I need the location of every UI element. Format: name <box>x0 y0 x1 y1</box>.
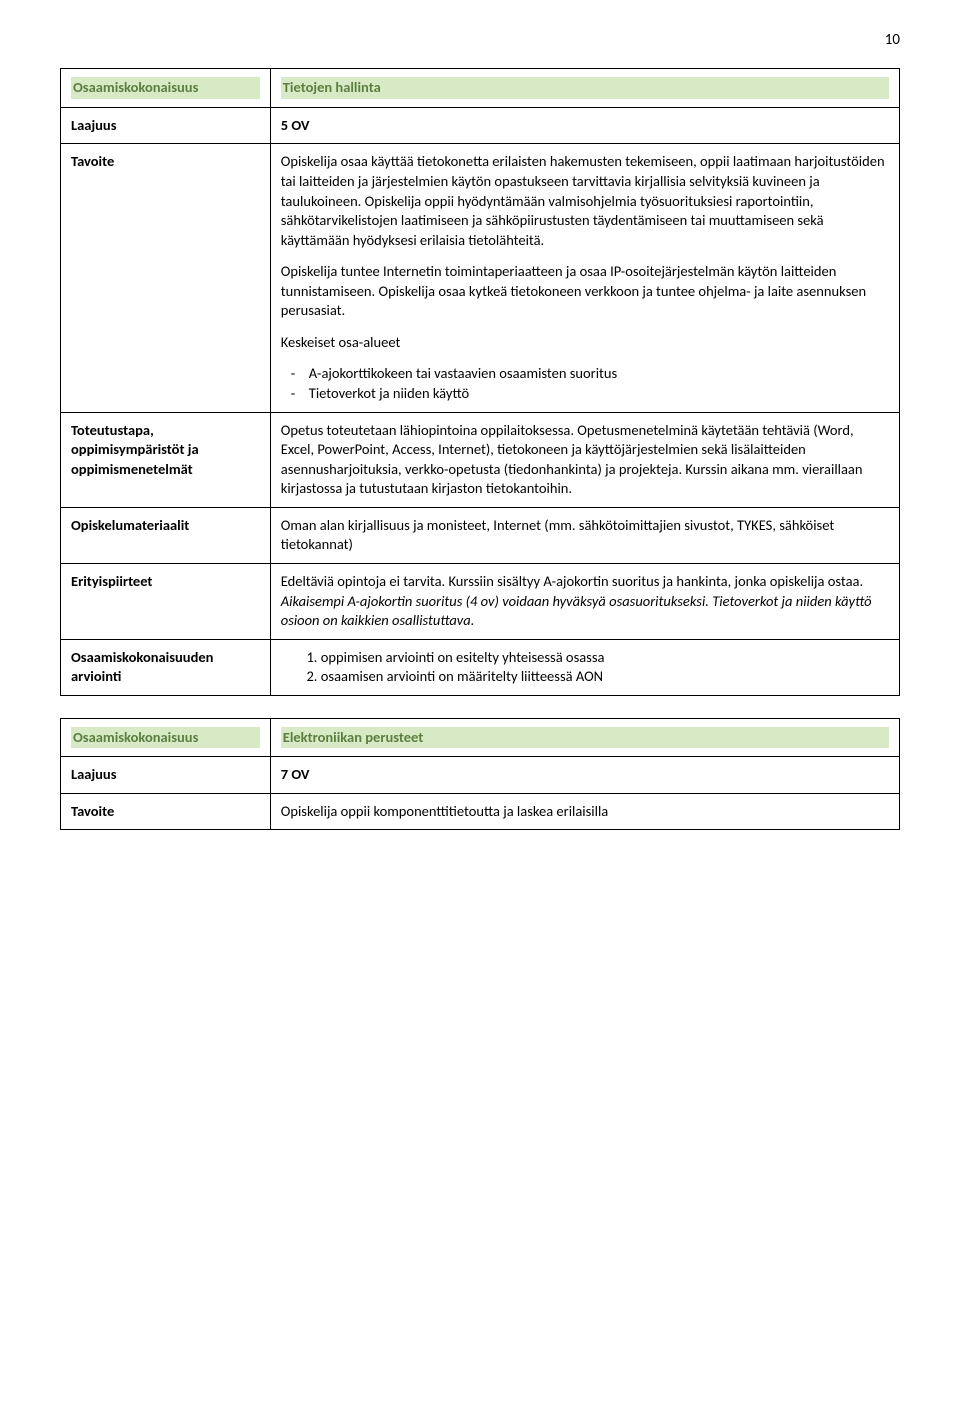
special-value: Edeltäviä opintoja ei tarvita. Kurssiin … <box>270 563 899 639</box>
special-italic-text: Aikaisempi A-ajokortin suoritus (4 ov) v… <box>281 592 872 630</box>
impl-label: Toteutustapa, oppimisympäristöt ja oppim… <box>61 412 271 507</box>
goal-content: Opiskelija osaa käyttää tietokonetta eri… <box>270 144 899 412</box>
assess-list: oppimisen arviointi on esitelty yhteises… <box>281 648 889 687</box>
course-table-tietojen-hallinta: Osaamiskokonaisuus Tietojen hallinta Laa… <box>60 68 900 696</box>
unit-label-text: Osaamiskokonaisuus <box>71 727 260 749</box>
goal-label-text: Tavoite <box>71 802 114 820</box>
goal-paragraph-1: Opiskelija osaa käyttää tietokonetta eri… <box>281 152 889 250</box>
scope-value: 5 OV <box>270 107 899 144</box>
scope-label-text: Laajuus <box>71 116 117 134</box>
scope-label-text: Laajuus <box>71 765 117 783</box>
goal-bullet-item: Tietoverkot ja niiden käyttö <box>309 384 889 404</box>
unit-value: Tietojen hallinta <box>270 69 899 108</box>
unit-label-text: Osaamiskokonaisuus <box>71 77 260 99</box>
goal-paragraph-2: Opiskelija tuntee Internetin toimintaper… <box>281 262 889 321</box>
unit-value-text: Elektroniikan perusteet <box>281 727 889 749</box>
scope-value-text: 7 OV <box>281 765 310 783</box>
goal-label: Tavoite <box>61 144 271 412</box>
scope-value-text: 5 OV <box>281 116 310 134</box>
unit-label: Osaamiskokonaisuus <box>61 69 271 108</box>
goal-paragraph-3: Keskeiset osa-alueet <box>281 333 889 353</box>
assess-list-item: oppimisen arviointi on esitelty yhteises… <box>321 648 889 668</box>
special-pre-text: Edeltäviä opintoja ei tarvita. Kurssiin … <box>281 572 863 590</box>
goal-label: Tavoite <box>61 793 271 830</box>
materials-label-text: Opiskelumateriaalit <box>71 516 189 534</box>
special-label-text: Erityispiirteet <box>71 572 152 590</box>
special-label: Erityispiirteet <box>61 563 271 639</box>
unit-value-text: Tietojen hallinta <box>281 77 889 99</box>
materials-value: Oman alan kirjallisuus ja monisteet, Int… <box>270 507 899 563</box>
course-table-elektroniikan-perusteet: Osaamiskokonaisuus Elektroniikan peruste… <box>60 718 900 831</box>
unit-value: Elektroniikan perusteet <box>270 718 899 757</box>
assess-label-text: Osaamiskokonaisuuden arviointi <box>71 648 213 686</box>
impl-value: Opetus toteutetaan lähiopintoina oppilai… <box>270 412 899 507</box>
materials-label: Opiskelumateriaalit <box>61 507 271 563</box>
page-number: 10 <box>60 30 900 50</box>
goal-bullet-list: A-ajokorttikokeen tai vastaavien osaamis… <box>281 364 889 403</box>
assess-value: oppimisen arviointi on esitelty yhteises… <box>270 639 899 695</box>
scope-label: Laajuus <box>61 757 271 794</box>
impl-label-text: Toteutustapa, oppimisympäristöt ja oppim… <box>71 421 199 478</box>
goal-bullet-item: A-ajokorttikokeen tai vastaavien osaamis… <box>309 364 889 384</box>
assess-list-item: osaamisen arviointi on määritelty liitte… <box>321 667 889 687</box>
assess-label: Osaamiskokonaisuuden arviointi <box>61 639 271 695</box>
scope-value: 7 OV <box>270 757 899 794</box>
scope-label: Laajuus <box>61 107 271 144</box>
goal-value: Opiskelija oppii komponenttitietoutta ja… <box>270 793 899 830</box>
unit-label: Osaamiskokonaisuus <box>61 718 271 757</box>
goal-label-text: Tavoite <box>71 152 114 170</box>
